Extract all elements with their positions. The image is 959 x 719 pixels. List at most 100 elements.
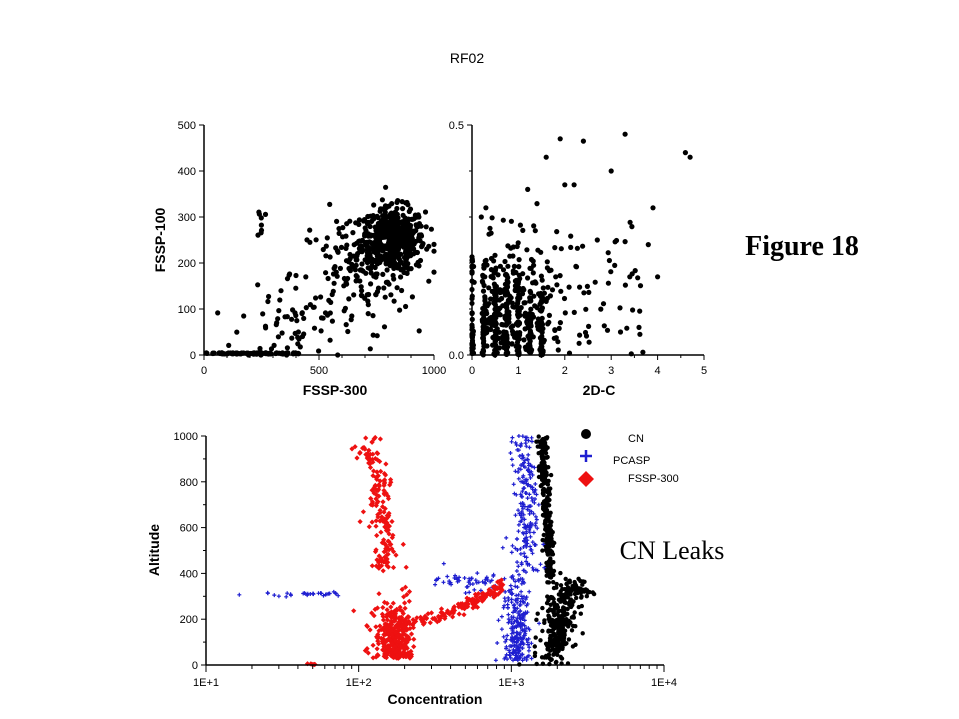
fssp300-point xyxy=(399,586,405,592)
data-point xyxy=(645,242,651,248)
data-point xyxy=(329,318,335,324)
data-point xyxy=(375,253,381,260)
pcasp-point xyxy=(302,591,307,596)
data-point xyxy=(431,241,437,247)
pcasp-point xyxy=(521,461,526,466)
data-point xyxy=(515,298,521,304)
data-point xyxy=(490,342,496,348)
fssp300-point xyxy=(385,514,391,520)
plot1-x-axis-label: FSSP-300 xyxy=(303,382,368,398)
pcasp-point xyxy=(265,591,270,596)
cn-point xyxy=(541,492,546,498)
pcasp-point xyxy=(522,623,527,628)
x-tick-label: 4 xyxy=(655,365,661,377)
data-point xyxy=(519,291,526,297)
pcasp-point xyxy=(515,447,520,452)
plot2-y-ticks: 0.0 0.5 xyxy=(449,120,472,362)
data-point xyxy=(535,316,541,322)
cn-point xyxy=(564,641,569,646)
data-point xyxy=(263,325,269,331)
fssp300-point xyxy=(369,499,376,505)
pcasp-point xyxy=(506,617,511,622)
cn-point xyxy=(572,610,577,615)
y-tick-label: 200 xyxy=(178,258,196,270)
fssp300-point xyxy=(402,584,409,590)
plot3-legend: CN PCASP FSSP-300 xyxy=(578,429,679,487)
y-tick-label: 0.0 xyxy=(449,350,464,362)
data-point xyxy=(509,341,515,347)
pcasp-point xyxy=(507,653,512,658)
data-point xyxy=(622,131,628,137)
pcasp-point xyxy=(509,587,514,592)
cn-point xyxy=(543,469,548,474)
fssp300-point xyxy=(480,597,486,603)
fssp300-point xyxy=(434,619,440,625)
data-point xyxy=(608,168,614,174)
fssp300-point xyxy=(376,483,382,489)
pcasp-point xyxy=(516,592,521,597)
pcasp-point xyxy=(519,623,523,628)
pcasp-point xyxy=(511,603,516,608)
fssp300-point xyxy=(374,646,380,652)
data-point xyxy=(344,281,350,287)
data-point xyxy=(549,287,556,293)
pcasp-point xyxy=(517,655,522,660)
data-point xyxy=(307,239,313,245)
data-point xyxy=(557,273,563,279)
pcasp-point xyxy=(488,579,493,584)
plot3-y-ticks: 0 200 400 600 800 1000 xyxy=(174,431,206,672)
cn-point xyxy=(584,594,589,599)
fssp300-point xyxy=(394,651,400,657)
data-point xyxy=(391,265,397,271)
pcasp-point xyxy=(528,544,533,549)
data-point xyxy=(346,265,352,272)
fssp300-point xyxy=(388,618,394,624)
data-point xyxy=(289,335,295,341)
fssp300-point xyxy=(371,436,377,442)
fssp300-point xyxy=(375,638,381,644)
fssp300-point xyxy=(450,614,456,620)
data-point xyxy=(540,285,546,291)
data-point xyxy=(650,205,656,211)
data-point xyxy=(635,275,641,281)
data-point xyxy=(368,232,374,238)
cn-point xyxy=(548,528,554,533)
pcasp-point xyxy=(512,643,517,648)
pcasp-point xyxy=(472,587,477,592)
fssp300-point xyxy=(378,555,384,561)
data-point xyxy=(367,213,374,219)
data-point xyxy=(370,332,376,338)
fssp300-point xyxy=(411,636,417,642)
fssp300-point xyxy=(494,592,500,598)
data-point xyxy=(307,227,313,233)
cn-point xyxy=(554,625,560,630)
pcasp-point xyxy=(474,580,479,585)
data-point xyxy=(399,199,405,205)
fssp300-point xyxy=(390,600,396,606)
fssp300-point xyxy=(389,615,395,621)
data-point xyxy=(553,274,559,280)
pcasp-point xyxy=(517,648,522,653)
data-point xyxy=(517,312,523,318)
data-point xyxy=(508,295,514,301)
fssp300-point xyxy=(381,540,387,546)
pcasp-point xyxy=(288,592,293,597)
cn-point xyxy=(553,660,559,665)
data-point xyxy=(347,251,353,258)
fssp300-point xyxy=(393,630,399,636)
data-point xyxy=(301,315,307,321)
pcasp-point xyxy=(445,574,450,579)
data-point xyxy=(532,228,538,234)
pcasp-point xyxy=(506,612,511,617)
data-point xyxy=(494,350,500,356)
pcasp-point xyxy=(532,500,537,505)
figure-title: RF02 xyxy=(450,50,484,66)
fssp300-point xyxy=(477,595,483,601)
data-point xyxy=(627,219,633,225)
pcasp-point xyxy=(480,579,485,584)
fssp300-point xyxy=(498,589,504,595)
data-point xyxy=(483,308,489,314)
fssp300-point xyxy=(401,638,407,644)
data-point xyxy=(279,330,285,336)
x-tick-label: 500 xyxy=(310,365,328,377)
